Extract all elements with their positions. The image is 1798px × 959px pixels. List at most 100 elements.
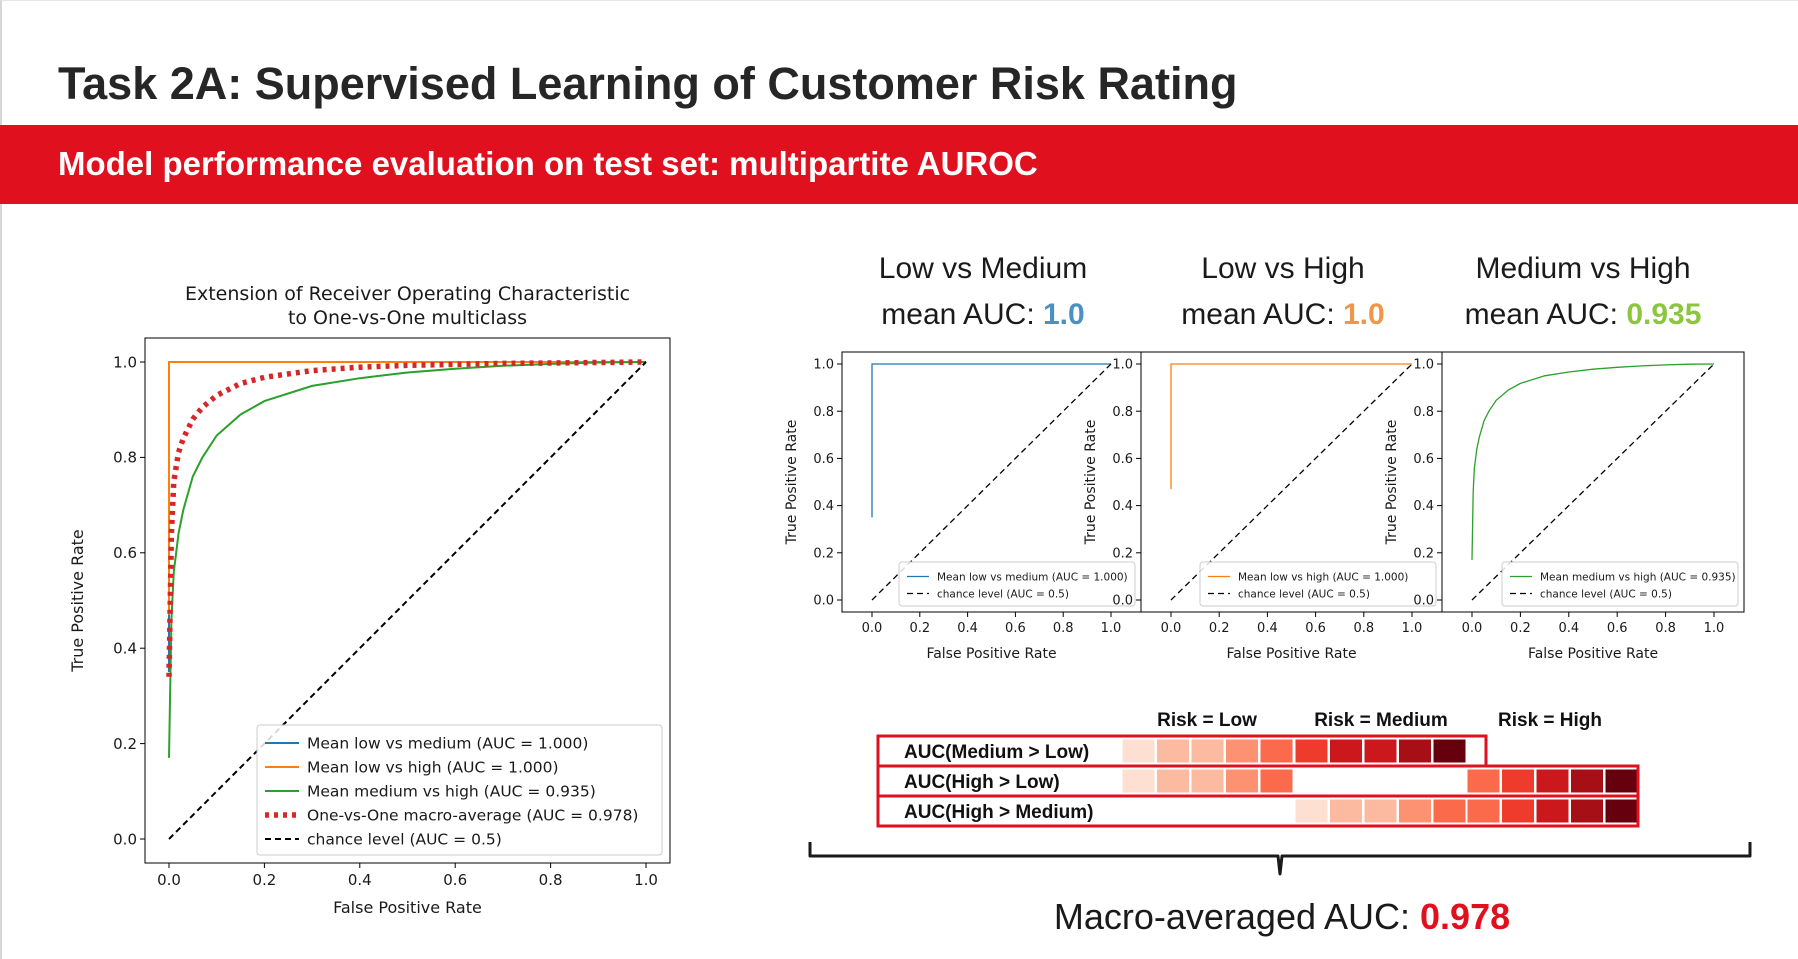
y-axis-label: True Positive Rate bbox=[1384, 420, 1400, 546]
risk-cell bbox=[1225, 738, 1259, 764]
plot-frame bbox=[1441, 351, 1745, 613]
legend-entry: Mean medium vs high (AUC = 0.935) bbox=[307, 783, 596, 801]
y-tick-label: 0.4 bbox=[813, 499, 834, 514]
x-axis-label: False Positive Rate bbox=[333, 898, 482, 917]
mean-auc-label: mean AUC: bbox=[881, 298, 1043, 331]
risk-table-row: AUC(Medium > Low) bbox=[876, 734, 1488, 768]
roc-chart-0: 0.0 0.2 0.4 0.6 0.8 1.0 0.0 0.2 0.4 0.6 0.8 1.0 Exte… bbox=[68, 283, 671, 917]
risk-cell bbox=[1156, 768, 1190, 794]
y-tick-label: 0.8 bbox=[813, 405, 834, 420]
legend-box bbox=[256, 724, 663, 856]
series-line bbox=[168, 361, 646, 672]
pair-title: Low vs Medium bbox=[879, 252, 1087, 285]
x-tick-label: 0.4 bbox=[957, 621, 978, 636]
x-axis-label: False Positive Rate bbox=[1528, 646, 1658, 662]
y-tick-label: 0.2 bbox=[1112, 546, 1133, 561]
y-tick-label: 0.0 bbox=[813, 594, 834, 609]
x-tick-label: 0.0 bbox=[862, 621, 883, 636]
pair-mean-auc: mean AUC: 0.935 bbox=[1465, 298, 1702, 331]
series-line bbox=[1170, 363, 1412, 490]
y-tick-label: 0.6 bbox=[1112, 452, 1133, 467]
series-line bbox=[1471, 363, 1715, 601]
x-tick-label: 0.4 bbox=[1558, 621, 1579, 636]
legend-entry: Mean low vs high (AUC = 1.000) bbox=[307, 759, 559, 777]
legend-entry: chance level (AUC = 0.5) bbox=[307, 831, 502, 849]
x-tick-label: 0.8 bbox=[1353, 621, 1374, 636]
legend-entry: Mean medium vs high (AUC = 0.935) bbox=[1540, 571, 1736, 583]
risk-cell bbox=[1294, 798, 1329, 824]
mean-auc-value: 0.935 bbox=[1626, 298, 1701, 331]
legend-entry: chance level (AUC = 0.5) bbox=[1238, 588, 1370, 600]
x-tick-label: 0.6 bbox=[1607, 621, 1628, 636]
y-axis-label: True Positive Rate bbox=[1083, 420, 1099, 546]
y-tick-label: 1.0 bbox=[113, 353, 137, 371]
y-tick-label: 0.4 bbox=[113, 639, 137, 657]
macro-auc-label: Macro-averaged AUC: bbox=[1054, 896, 1420, 937]
risk-cell bbox=[1604, 768, 1639, 794]
y-tick-label: 0.2 bbox=[1413, 546, 1434, 561]
risk-cell bbox=[1432, 798, 1467, 824]
x-tick-label: 0.4 bbox=[348, 871, 372, 889]
risk-cell bbox=[1259, 738, 1294, 764]
risk-cell bbox=[1570, 798, 1604, 824]
series-line bbox=[1471, 363, 1715, 560]
x-axis-label: False Positive Rate bbox=[1226, 646, 1356, 662]
pair-title: Low vs High bbox=[1201, 252, 1364, 285]
series-line bbox=[168, 361, 647, 840]
x-tick-label: 0.0 bbox=[1462, 621, 1483, 636]
y-tick-label: 0.6 bbox=[813, 452, 834, 467]
roc-chart-3: 0.0 0.2 0.4 0.6 0.8 1.0 0.0 0.2 0.4 0.6 0.8 1.0 Fals… bbox=[1384, 351, 1745, 662]
y-tick-label: 0.6 bbox=[113, 544, 137, 562]
risk-column-header: Risk = High bbox=[1498, 710, 1602, 731]
x-tick-label: 0.6 bbox=[1005, 621, 1026, 636]
x-tick-label: 1.0 bbox=[1101, 621, 1122, 636]
risk-cell bbox=[1121, 768, 1156, 794]
risk-cell bbox=[1432, 738, 1467, 764]
mean-auc-value: 1.0 bbox=[1343, 298, 1385, 331]
legend-entry: chance level (AUC = 0.5) bbox=[937, 588, 1069, 600]
macro-auc: Macro-averaged AUC: 0.978 bbox=[1054, 896, 1510, 937]
x-tick-label: 1.0 bbox=[1402, 621, 1423, 636]
risk-auc-table: Risk = Low Risk = Medium Risk = High AUC(Me… bbox=[876, 710, 1640, 828]
plot-frame bbox=[144, 337, 671, 864]
y-tick-label: 0.8 bbox=[1413, 405, 1434, 420]
risk-cell bbox=[1535, 768, 1570, 794]
roc-chart-2: 0.0 0.2 0.4 0.6 0.8 1.0 0.0 0.2 0.4 0.6 0.8 1.0 Fals… bbox=[1083, 351, 1443, 662]
series-line bbox=[166, 359, 647, 677]
y-tick-label: 1.0 bbox=[1112, 358, 1133, 373]
pair-heading: Medium vs High mean AUC: 0.935 bbox=[1465, 252, 1702, 331]
pair-heading: Low vs High mean AUC: 1.0 bbox=[1181, 252, 1384, 331]
legend-entry: One-vs-One macro-average (AUC = 0.978) bbox=[307, 807, 638, 825]
risk-column-header: Risk = Low bbox=[1157, 710, 1257, 731]
risk-cell bbox=[1466, 768, 1501, 794]
y-tick-label: 0.2 bbox=[113, 735, 137, 753]
risk-cell bbox=[1466, 798, 1501, 824]
legend-box bbox=[898, 561, 1136, 607]
risk-cell bbox=[1329, 798, 1363, 824]
x-tick-label: 0.2 bbox=[909, 621, 930, 636]
series-line bbox=[1170, 363, 1413, 601]
risk-cell bbox=[1190, 768, 1225, 794]
risk-table-row: AUC(High > Medium) bbox=[876, 794, 1640, 828]
x-tick-label: 0.0 bbox=[1161, 621, 1182, 636]
y-tick-label: 0.0 bbox=[1112, 594, 1133, 609]
x-tick-label: 0.2 bbox=[252, 871, 276, 889]
y-tick-label: 0.4 bbox=[1413, 499, 1434, 514]
pair-mean-auc: mean AUC: 1.0 bbox=[1181, 298, 1384, 331]
risk-cell bbox=[1535, 798, 1570, 824]
x-tick-label: 1.0 bbox=[634, 871, 658, 889]
y-tick-label: 0.8 bbox=[1112, 405, 1133, 420]
risk-row-label: AUC(High > Low) bbox=[904, 772, 1060, 793]
y-tick-label: 1.0 bbox=[1413, 358, 1434, 373]
legend-entry: Mean low vs high (AUC = 1.000) bbox=[1238, 571, 1408, 583]
x-tick-label: 0.4 bbox=[1257, 621, 1278, 636]
mean-auc-value: 1.0 bbox=[1043, 298, 1085, 331]
risk-cell bbox=[1190, 738, 1225, 764]
x-tick-label: 0.8 bbox=[539, 871, 563, 889]
macro-auc-value: 0.978 bbox=[1420, 896, 1510, 937]
y-tick-label: 0.0 bbox=[113, 830, 137, 848]
y-axis-label: True Positive Rate bbox=[784, 420, 800, 546]
risk-cell bbox=[1501, 798, 1535, 824]
